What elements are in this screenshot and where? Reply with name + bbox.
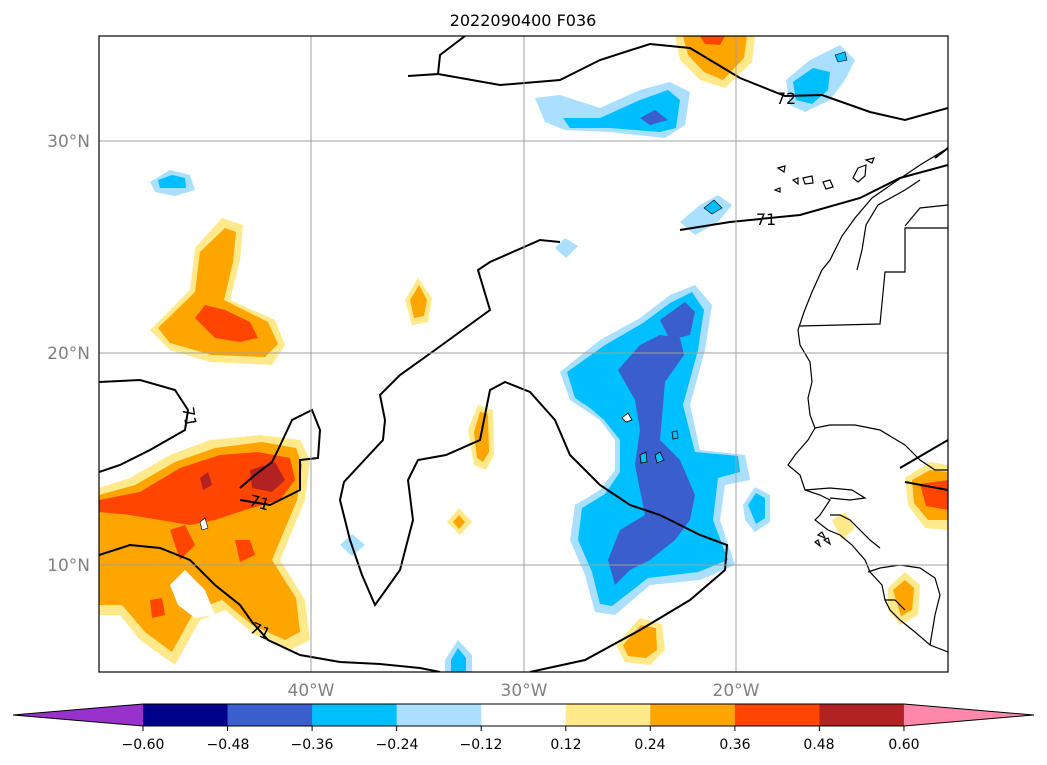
height-contours [99,36,948,672]
contour-label: 71 [756,210,776,229]
colorbar-segment [143,704,229,726]
colorbar-extend-high [903,704,1034,726]
colorbar-tick-label: 0.24 [634,737,665,753]
colorbar-tick-label: −0.12 [460,737,503,753]
gridlines [99,36,948,672]
colorbar-tick-label: 0.36 [719,737,750,753]
colorbar-segment [565,704,651,726]
warm-anomaly-west [99,435,310,665]
warm-anomaly-nw [150,218,285,365]
colorbar-tick-label: 0.12 [550,737,581,753]
contour-label: 71 [178,405,200,428]
lon-tick-label: 40°W [288,681,335,701]
colorbar-segment [227,704,313,726]
lat-tick-label: 20°N [47,344,90,364]
lat-tick-label: 30°N [47,132,90,152]
colorbar-tick-label: −0.36 [291,737,334,753]
colorbar-tick-labels: −0.60 −0.48 −0.36 −0.24 −0.12 0.12 0.24 … [122,737,920,753]
colorbar-segment [312,704,398,726]
colorbar-tick-label: −0.60 [122,737,165,753]
lat-tick-label: 10°N [47,556,90,576]
lat-tick-labels: 30°N 20°N 10°N [47,132,90,576]
map-area: 72 71 71 71 71 [99,36,948,672]
colorbar-tick-label: −0.48 [207,737,250,753]
colorbar-extend-low [13,704,143,726]
colorbar-segment [819,704,905,726]
colorbar-segment [481,704,567,726]
contour-label: 72 [776,89,796,108]
colorbar-tick-label: −0.24 [376,737,419,753]
colorbar-segment [396,704,482,726]
colorbar-tick-label: 0.48 [803,737,834,753]
colorbar-segment [734,704,820,726]
map-title: 2022090400 F036 [450,11,597,30]
contour-label: 71 [247,491,272,515]
coastlines [773,147,948,653]
map-frame [98,35,949,673]
lon-tick-labels: 40°W 30°W 20°W [288,681,760,701]
lon-tick-label: 30°W [501,681,548,701]
colorbar [12,703,1034,731]
colorbar-segment [650,704,736,726]
lon-tick-label: 20°W [713,681,760,701]
colorbar-tick-label: 0.60 [888,737,919,753]
